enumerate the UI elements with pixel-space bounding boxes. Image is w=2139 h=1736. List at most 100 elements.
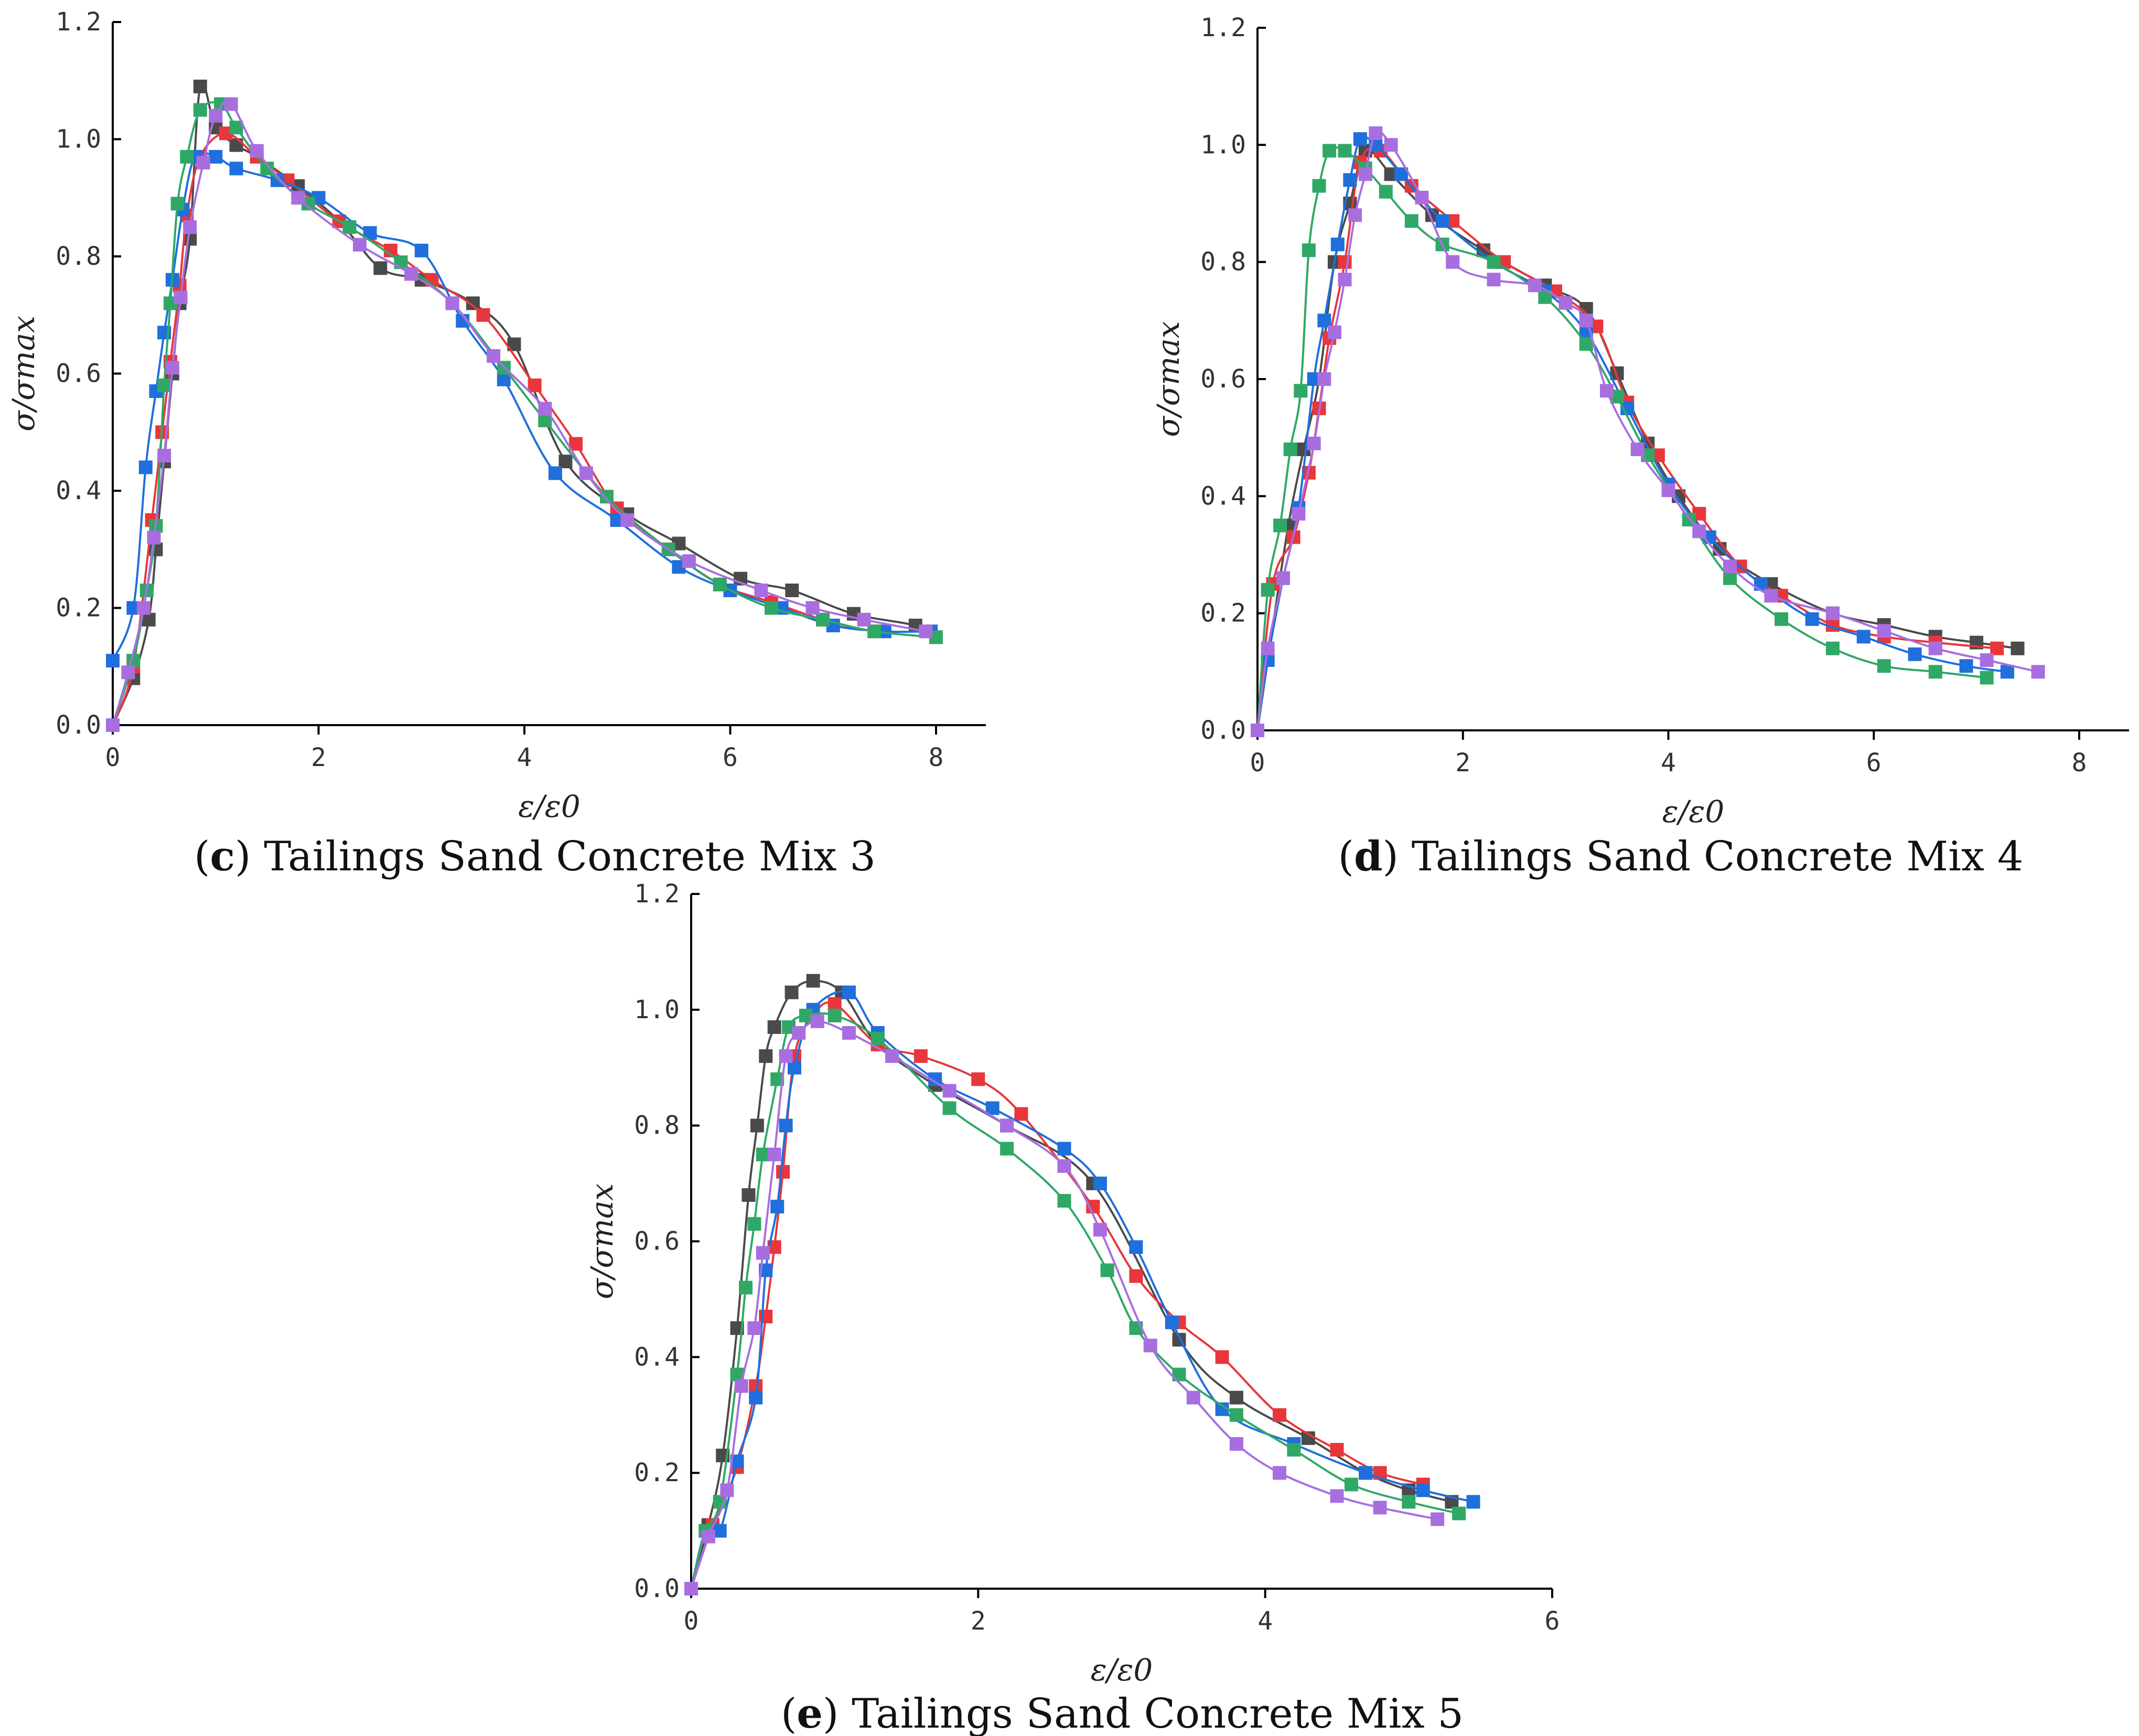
data-point-s5 <box>684 1582 698 1595</box>
data-point-s3 <box>1330 238 1345 252</box>
caption-letter: e <box>797 1690 823 1736</box>
x-tick-label: 2 <box>311 743 326 772</box>
caption-text: Tailings Sand Concrete Mix 3 <box>251 833 876 880</box>
data-point-s4 <box>1404 214 1418 228</box>
data-point-s2 <box>827 997 842 1011</box>
data-point-s5 <box>767 1147 781 1161</box>
x-axis-title: ε/ε0 <box>1091 1652 1153 1688</box>
x-tick-label: 0 <box>1250 748 1265 778</box>
panel-caption: (c) Tailings Sand Concrete Mix 3 <box>194 833 876 880</box>
data-point-s5 <box>1057 1159 1071 1173</box>
data-point-s3 <box>749 1390 763 1405</box>
data-point-s3 <box>1343 173 1357 187</box>
data-point-s2 <box>776 1165 790 1179</box>
data-point-s4 <box>1312 179 1326 193</box>
caption-text: Tailings Sand Concrete Mix 4 <box>1399 833 2024 880</box>
data-point-s5 <box>919 624 933 639</box>
data-point-s5 <box>487 349 501 363</box>
data-point-s5 <box>1384 138 1398 152</box>
y-tick-label: 0.6 <box>56 359 101 389</box>
data-point-s5 <box>1229 1437 1243 1451</box>
data-point-s5 <box>1276 571 1290 585</box>
data-point-s5 <box>445 296 459 310</box>
data-point-s4 <box>1000 1141 1014 1156</box>
data-point-s3 <box>1959 659 1973 673</box>
y-tick-label: 0.2 <box>634 1458 680 1487</box>
panel-c: 0.0 0.2 0.4 0.6 0.8 1.0 1.2 0 2 4 6 8 ε/ε0 σ/σmax (c) … <box>6 7 986 880</box>
data-point-s4 <box>1302 243 1316 257</box>
y-tick-label: 1.2 <box>56 7 101 37</box>
data-point-s4 <box>1287 1443 1301 1457</box>
data-point-s3 <box>1805 612 1819 626</box>
data-point-s3 <box>1093 1177 1107 1191</box>
data-point-s4 <box>816 612 830 627</box>
data-point-s5 <box>1369 126 1383 140</box>
data-point-s5 <box>1338 273 1352 287</box>
data-point-s4 <box>870 1032 885 1045</box>
data-point-s5 <box>1415 190 1429 204</box>
data-point-s3 <box>1856 630 1871 644</box>
data-point-s5 <box>1358 167 1372 181</box>
data-point-s4 <box>1344 1478 1358 1492</box>
data-point-s4 <box>1283 443 1297 456</box>
data-point-s3 <box>1129 1240 1143 1254</box>
data-point-s5 <box>538 402 552 416</box>
data-point-s3 <box>209 150 223 164</box>
data-point-s1 <box>759 1049 773 1063</box>
data-point-s5 <box>1487 273 1501 287</box>
data-point-s5 <box>747 1321 761 1335</box>
data-point-s5 <box>1630 443 1644 456</box>
data-point-s5 <box>805 601 820 615</box>
data-point-s4 <box>765 601 778 615</box>
caption-paren-close: ) <box>1383 833 1399 880</box>
data-point-s4 <box>1294 384 1308 398</box>
data-point-s2 <box>476 308 490 322</box>
data-point-s5 <box>1528 278 1542 293</box>
data-point-s1 <box>2011 641 2025 655</box>
data-point-s5 <box>106 718 120 732</box>
caption-letter: d <box>1354 833 1383 880</box>
data-point-s3 <box>770 1200 784 1214</box>
caption-paren-close: ) <box>235 833 251 880</box>
data-point-s4 <box>1723 571 1737 585</box>
x-tick-label: 0 <box>105 743 121 772</box>
data-point-s5 <box>1431 1512 1445 1526</box>
data-point-s1 <box>558 455 573 469</box>
data-point-s5 <box>1292 506 1306 521</box>
data-point-s4 <box>867 624 882 639</box>
y-tick-label: 0.2 <box>1200 599 1246 628</box>
data-point-s5 <box>136 601 151 615</box>
data-point-s1 <box>750 1118 764 1133</box>
x-tick-label: 6 <box>1545 1606 1560 1636</box>
data-point-s2 <box>528 378 542 392</box>
data-point-s3 <box>138 460 153 475</box>
data-point-s5 <box>1261 641 1275 655</box>
y-tick-label: 1.2 <box>634 879 680 909</box>
data-point-s5 <box>682 554 696 568</box>
data-point-s5 <box>779 1049 793 1063</box>
y-tick-label: 0.2 <box>56 594 101 623</box>
data-point-s2 <box>1215 1350 1229 1364</box>
caption-text: Tailings Sand Concrete Mix 5 <box>839 1690 1464 1736</box>
data-point-s4 <box>756 1147 770 1161</box>
y-tick-label: 0.0 <box>1200 716 1246 745</box>
data-point-s5 <box>1723 559 1737 574</box>
data-point-s3 <box>1359 1466 1373 1480</box>
data-point-s3 <box>229 161 243 176</box>
data-point-s3 <box>1435 214 1449 228</box>
data-point-s3 <box>1317 314 1331 328</box>
data-point-s4 <box>739 1280 753 1295</box>
data-point-s5 <box>734 1379 748 1393</box>
data-point-s1 <box>784 985 799 999</box>
data-point-s4 <box>1261 583 1275 597</box>
data-point-s5 <box>1877 624 1891 638</box>
data-point-s3 <box>842 985 856 999</box>
y-tick-label: 1.0 <box>634 995 680 1025</box>
data-point-s5 <box>174 290 188 305</box>
data-point-s1 <box>785 584 799 597</box>
data-point-s5 <box>1600 384 1614 398</box>
data-point-s5 <box>842 1026 856 1040</box>
data-point-s4 <box>1579 337 1593 351</box>
data-point-s3 <box>788 1061 801 1075</box>
data-point-s4 <box>799 1008 813 1022</box>
